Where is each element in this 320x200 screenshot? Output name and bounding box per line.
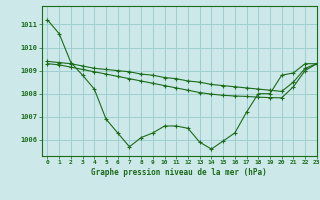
X-axis label: Graphe pression niveau de la mer (hPa): Graphe pression niveau de la mer (hPa) — [91, 168, 267, 177]
